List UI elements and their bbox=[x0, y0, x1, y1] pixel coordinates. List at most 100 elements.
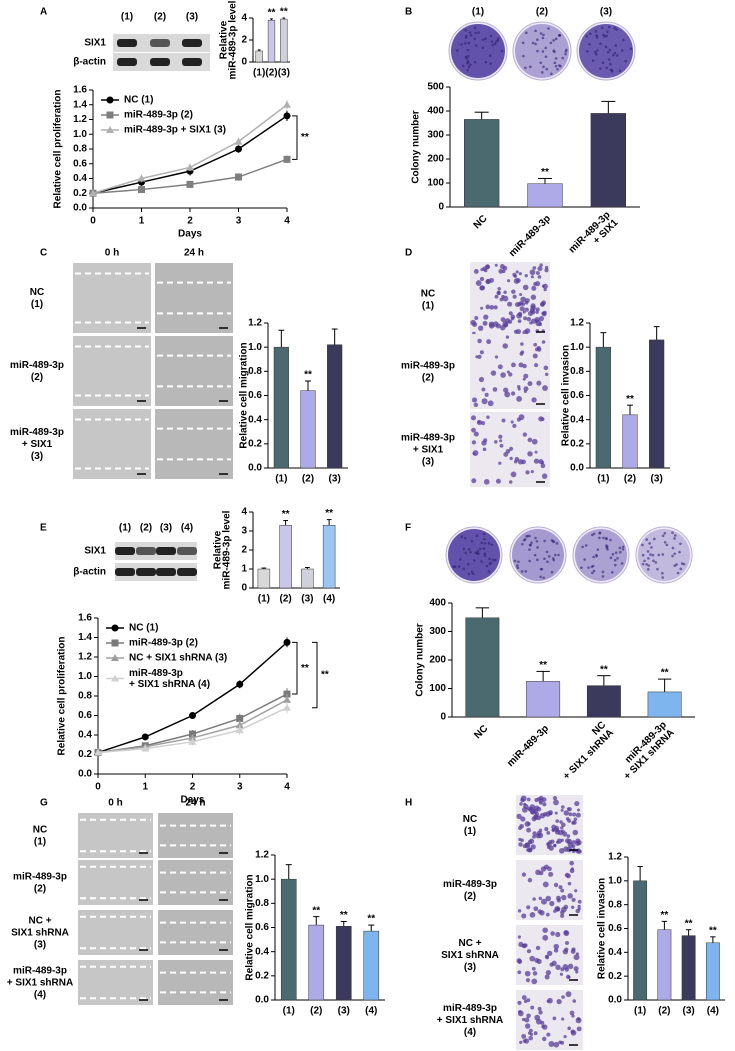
colony-dot bbox=[593, 50, 597, 54]
invaded-cell bbox=[518, 837, 522, 842]
y-tick-label: 400 bbox=[427, 106, 444, 117]
colony-dot bbox=[535, 539, 539, 543]
point bbox=[235, 145, 242, 153]
colony-dot bbox=[552, 39, 555, 42]
invaded-cell bbox=[572, 829, 579, 836]
invaded-cell bbox=[571, 820, 576, 825]
colony-dot bbox=[517, 560, 520, 564]
colony-dot bbox=[452, 565, 455, 569]
invaded-cell bbox=[552, 1016, 557, 1021]
invaded-cell bbox=[572, 999, 577, 1003]
colony-dot bbox=[483, 552, 487, 555]
y-tick-label: 200 bbox=[429, 655, 446, 666]
y-tick-label: 0.2 bbox=[248, 438, 262, 449]
image-row-label-line: miR-489-3p bbox=[401, 360, 455, 371]
invaded-cell bbox=[478, 376, 485, 383]
panel-letter: D bbox=[405, 248, 412, 259]
colony-dot bbox=[496, 37, 500, 40]
invaded-cell bbox=[521, 913, 527, 919]
significance-bracket bbox=[312, 641, 318, 709]
colony-dot bbox=[605, 66, 609, 70]
invaded-cell bbox=[535, 271, 540, 275]
point bbox=[283, 100, 291, 108]
colony-stain bbox=[512, 529, 564, 581]
point bbox=[138, 186, 145, 194]
invaded-cell bbox=[535, 833, 541, 839]
blot-band bbox=[150, 39, 170, 47]
bar bbox=[526, 681, 561, 718]
colony-dot bbox=[515, 564, 519, 567]
invaded-cell bbox=[510, 391, 516, 396]
invaded-cell bbox=[526, 1013, 531, 1018]
colony-dot bbox=[676, 571, 680, 575]
significance: ** bbox=[312, 905, 320, 916]
invaded-cell bbox=[544, 974, 550, 980]
colony-dot bbox=[550, 539, 554, 542]
colony-dot bbox=[460, 43, 463, 46]
invaded-cell bbox=[531, 438, 538, 445]
invaded-cell bbox=[542, 1036, 547, 1042]
colony-dot bbox=[609, 538, 612, 542]
invaded-cell bbox=[538, 800, 543, 805]
colony-dot bbox=[490, 40, 494, 43]
invaded-cell bbox=[531, 318, 537, 324]
colony-dot bbox=[489, 561, 493, 565]
significance: ** bbox=[685, 918, 693, 929]
colony-dot bbox=[541, 50, 545, 53]
colony-dot bbox=[466, 562, 470, 566]
x-tick-label: (3) bbox=[301, 594, 313, 605]
invaded-cell bbox=[497, 286, 502, 291]
invaded-cell bbox=[524, 273, 528, 278]
invaded-cell bbox=[538, 1010, 543, 1015]
colony-dot bbox=[564, 52, 567, 56]
invaded-cell bbox=[525, 978, 531, 983]
colony-dot bbox=[594, 30, 598, 33]
invaded-cell bbox=[511, 289, 516, 294]
invaded-cell bbox=[538, 322, 542, 326]
invaded-cell bbox=[548, 812, 553, 816]
colony-dot bbox=[488, 557, 491, 561]
invaded-cell bbox=[483, 479, 490, 485]
invaded-cell bbox=[479, 276, 485, 282]
colony-dot bbox=[484, 37, 487, 40]
image-row-label-line: + SIX1 shRNA bbox=[437, 1015, 503, 1026]
invaded-cell bbox=[504, 391, 511, 398]
invaded-cell bbox=[577, 907, 581, 911]
invaded-cell bbox=[518, 272, 522, 276]
invaded-cell bbox=[498, 434, 503, 439]
invaded-cell bbox=[542, 385, 548, 391]
image-row-label-line: (1) bbox=[422, 300, 434, 311]
colony-dot bbox=[592, 532, 596, 536]
bar bbox=[300, 390, 316, 469]
colony-dot bbox=[487, 542, 491, 545]
bar bbox=[681, 935, 696, 1001]
y-tick-label: 0.0 bbox=[73, 203, 87, 214]
bar bbox=[322, 525, 336, 589]
invaded-cell bbox=[471, 397, 478, 403]
x-tick-label: 0 bbox=[90, 216, 96, 227]
colony-dot bbox=[490, 543, 494, 547]
invaded-cell bbox=[570, 867, 574, 871]
x-tick-label: (2) bbox=[658, 1006, 670, 1017]
colony-dot bbox=[614, 563, 617, 567]
invaded-cell bbox=[505, 448, 511, 454]
invaded-cell bbox=[567, 807, 572, 812]
colony-dot bbox=[491, 558, 495, 562]
panel-letter: B bbox=[405, 7, 412, 18]
y-tick-label: 0.0 bbox=[255, 995, 269, 1006]
invaded-cell bbox=[479, 350, 484, 355]
invaded-cell bbox=[553, 844, 557, 848]
invaded-cell bbox=[524, 1017, 530, 1023]
invaded-cell bbox=[576, 840, 582, 846]
invaded-cell bbox=[478, 325, 484, 331]
colony-dot bbox=[495, 40, 498, 43]
colony-dot bbox=[671, 546, 675, 550]
scratch-image bbox=[158, 860, 233, 905]
invaded-cell bbox=[520, 816, 526, 822]
invaded-cell bbox=[555, 964, 561, 970]
point bbox=[186, 180, 194, 188]
invaded-cell bbox=[500, 372, 506, 378]
invaded-cell bbox=[567, 893, 573, 899]
image-row-label: NC (1) bbox=[421, 288, 435, 311]
